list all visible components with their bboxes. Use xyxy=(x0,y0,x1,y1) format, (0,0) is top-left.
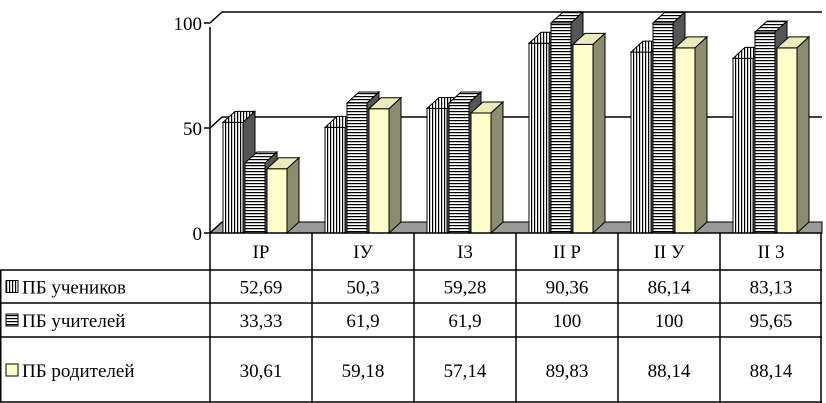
data-label-2-0: 30,61 xyxy=(240,361,283,382)
data-label-0-0: 52,69 xyxy=(240,278,283,299)
bar-front xyxy=(470,112,492,234)
legend-label-1: ПБ учителей xyxy=(22,311,125,332)
data-label-2-3: 89,83 xyxy=(546,361,589,382)
x-tick-label-3: II P xyxy=(553,242,581,263)
bar-side xyxy=(388,96,402,235)
x-tick-label-4: II У xyxy=(654,242,685,263)
bar-side xyxy=(286,156,300,235)
bar-front xyxy=(550,22,572,234)
legend-key-0 xyxy=(5,280,19,293)
data-label-0-4: 86,14 xyxy=(648,278,691,299)
data-label-0-1: 50,3 xyxy=(346,278,379,299)
legend-label-0: ПБ учеников xyxy=(22,278,126,299)
bar-front xyxy=(368,108,390,234)
data-label-0-2: 59,28 xyxy=(444,278,487,299)
bar-front xyxy=(448,102,470,234)
bar-side xyxy=(490,100,504,235)
y-tick-label-50: 50 xyxy=(183,119,202,140)
bar-front xyxy=(674,47,696,234)
bar-front xyxy=(528,42,550,234)
bar-front xyxy=(244,162,266,234)
bar-front xyxy=(630,51,652,234)
data-label-1-3: 100 xyxy=(553,311,582,332)
x-tick-label-1: IУ xyxy=(353,242,373,263)
bar-side xyxy=(694,35,708,235)
x-tick-label-0: IP xyxy=(253,242,270,263)
bar-I3-2 xyxy=(469,100,505,235)
data-label-1-5: 95,65 xyxy=(750,311,793,332)
legend-key-2 xyxy=(5,363,19,377)
x-tick-label-2: I3 xyxy=(457,242,473,263)
bar-front xyxy=(776,47,798,234)
data-label-1-2: 61,9 xyxy=(448,311,481,332)
bar-front xyxy=(732,57,754,234)
bar-front xyxy=(266,168,288,234)
bar-II P-2 xyxy=(571,32,607,235)
y-tick-depth-0 xyxy=(209,221,223,234)
bar-front xyxy=(754,31,776,234)
y-tick-label-100: 100 xyxy=(174,14,203,35)
data-label-1-4: 100 xyxy=(655,311,684,332)
y-tick-depth-100 xyxy=(209,11,223,24)
legend-key-1 xyxy=(5,313,19,327)
bar-IУ-2 xyxy=(367,96,403,235)
bar-II У-2 xyxy=(673,35,709,235)
data-label-0-3: 90,36 xyxy=(546,278,589,299)
bar-front xyxy=(426,108,448,234)
y-tick-depth-50 xyxy=(209,116,223,129)
chart-floor xyxy=(208,221,823,234)
data-label-1-1: 61,9 xyxy=(346,311,379,332)
data-label-2-2: 57,14 xyxy=(444,361,487,382)
data-label-0-5: 83,13 xyxy=(750,278,793,299)
bar-side xyxy=(796,35,810,235)
bar-front xyxy=(324,126,346,234)
data-label-2-1: 59,18 xyxy=(342,361,385,382)
bar-IP-2 xyxy=(265,156,301,235)
bar-front xyxy=(222,121,244,234)
data-label-2-4: 88,14 xyxy=(648,361,691,382)
bar-II 3-2 xyxy=(775,35,811,235)
bar-front xyxy=(652,22,674,234)
legend-label-2: ПБ родителей xyxy=(22,361,135,382)
data-label-1-0: 33,33 xyxy=(240,311,283,332)
bar-front xyxy=(346,102,368,234)
y-tick-label-0: 0 xyxy=(193,224,203,245)
x-tick-label-5: II 3 xyxy=(758,242,785,263)
bar-front xyxy=(572,43,594,234)
bar-side xyxy=(592,32,606,235)
data-label-2-5: 88,14 xyxy=(750,361,793,382)
